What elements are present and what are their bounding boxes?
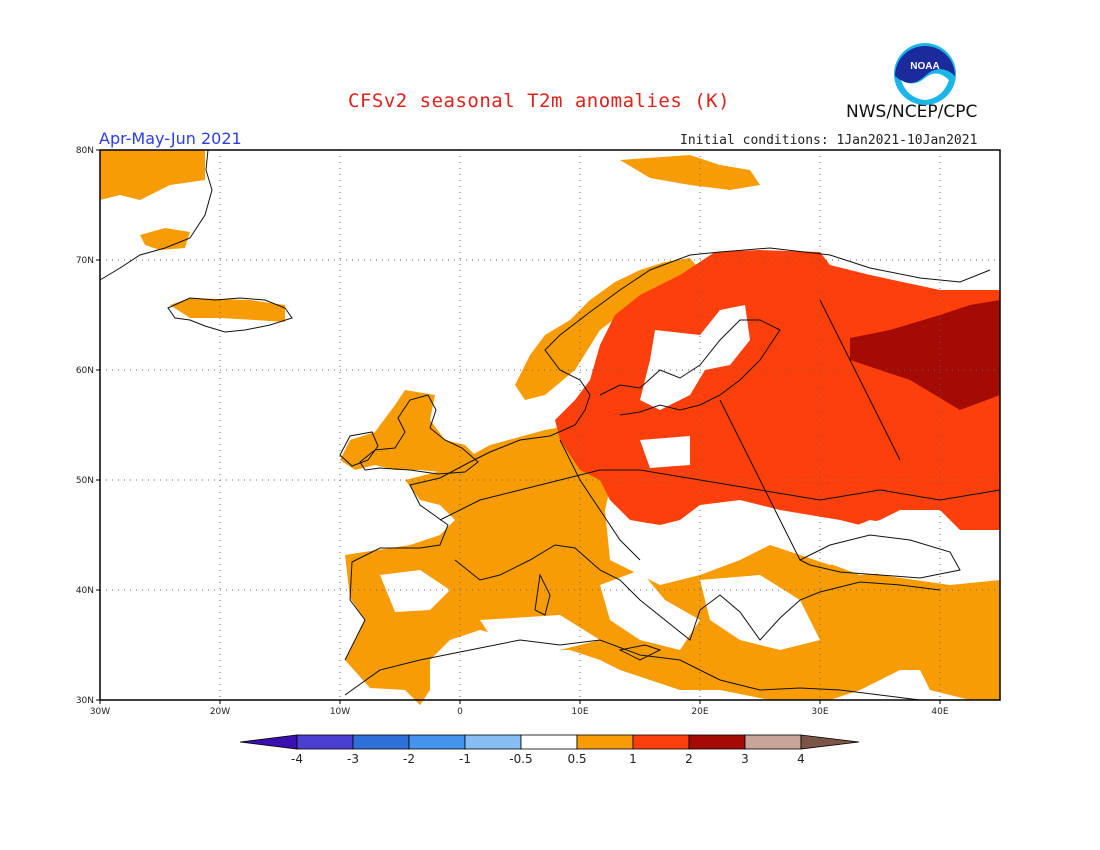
coastlines <box>99 149 1001 701</box>
neutral-west-med <box>480 615 600 650</box>
anomaly-orange-greenland-east <box>140 228 190 250</box>
lon-label: 30W <box>90 707 110 717</box>
colorbar-segment <box>520 734 578 750</box>
colorbar-segment <box>576 734 634 750</box>
border-line <box>439 469 1001 521</box>
colorbar-segment <box>352 734 410 750</box>
agency-label: NWS/NCEP/CPC <box>846 102 978 122</box>
svg-text:NOAA: NOAA <box>910 61 939 72</box>
colorbar-label: -4 <box>291 752 303 766</box>
neutral-poland <box>640 436 690 468</box>
border-line <box>719 399 801 561</box>
colorbar-label: 2 <box>685 752 693 766</box>
neutral-baltic <box>640 305 750 410</box>
initial-conditions-label: Initial conditions: 1Jan2021-10Jan2021 <box>680 133 978 148</box>
lon-label: 30E <box>811 707 828 717</box>
lat-label: 70N <box>76 256 94 266</box>
colorbar-label: 4 <box>797 752 805 766</box>
colorbar-label: 3 <box>741 752 749 766</box>
lon-label: 10E <box>571 707 588 717</box>
neutral-aegean <box>700 575 820 650</box>
anomaly-dark-red-russia <box>850 300 1000 410</box>
coast-ireland <box>339 431 379 467</box>
colorbar-label: -0.5 <box>509 752 532 766</box>
lat-label: 50N <box>76 476 94 486</box>
lon-label: 20W <box>210 707 230 717</box>
noaa-logo-icon: NOAA <box>894 43 956 105</box>
color-legend: -4 -3 -2 -1 -0.5 0.5 1 2 3 4 <box>239 734 860 766</box>
lat-label: 80N <box>76 146 94 156</box>
colorbar-label: -2 <box>403 752 415 766</box>
border-line <box>559 439 641 561</box>
lat-label: 40N <box>76 586 94 596</box>
coast-sicily <box>618 644 662 661</box>
graticule <box>100 150 1000 700</box>
map-frame <box>99 149 1001 701</box>
anomaly-orange-norway <box>515 258 700 400</box>
coast-black-sea <box>798 534 961 579</box>
anomaly-orange-greenland <box>100 150 205 200</box>
border-line <box>819 299 901 461</box>
anomaly-orange-svalbard <box>620 155 760 190</box>
lon-label: 40E <box>931 707 948 717</box>
neutral-iberia <box>380 570 450 612</box>
colorbar-segment <box>464 734 522 750</box>
coast-sardinia <box>534 573 551 616</box>
lon-label: 10W <box>330 707 350 717</box>
season-label: Apr-May-Jun 2021 <box>99 129 242 148</box>
colorbar-segment <box>744 734 802 750</box>
colorbar-arrow-high <box>800 734 860 750</box>
colorbar-label: 1 <box>629 752 637 766</box>
coast-baltic <box>599 319 781 416</box>
coast-africa <box>344 639 921 701</box>
colorbar-segment <box>632 734 690 750</box>
coast-great-britain <box>359 394 479 475</box>
coast-med-north <box>454 544 941 641</box>
lat-label: 30N <box>76 696 94 706</box>
colorbar-segment <box>688 734 746 750</box>
anomaly-fill-layer <box>100 150 1000 705</box>
map-title: CFSv2 seasonal T2m anomalies (K) <box>348 90 731 112</box>
lon-label: 20E <box>691 707 708 717</box>
neutral-adriatic <box>600 570 700 650</box>
colorbar-label: -1 <box>459 752 471 766</box>
colorbar-segment <box>296 734 354 750</box>
coast-main <box>344 247 991 661</box>
anomaly-orange-iceland <box>170 298 285 322</box>
colorbar-label: 0.5 <box>567 752 586 766</box>
colorbar-label: -3 <box>347 752 359 766</box>
coast-iceland <box>167 297 293 333</box>
colorbar-segment <box>408 734 466 750</box>
neutral-black-sea <box>820 520 975 575</box>
coast-greenland <box>99 149 213 281</box>
anomaly-orange-uk <box>340 390 480 472</box>
lon-label: 0 <box>457 707 463 717</box>
colorbar-arrow-low <box>239 734 298 750</box>
lat-label: 60N <box>76 366 94 376</box>
